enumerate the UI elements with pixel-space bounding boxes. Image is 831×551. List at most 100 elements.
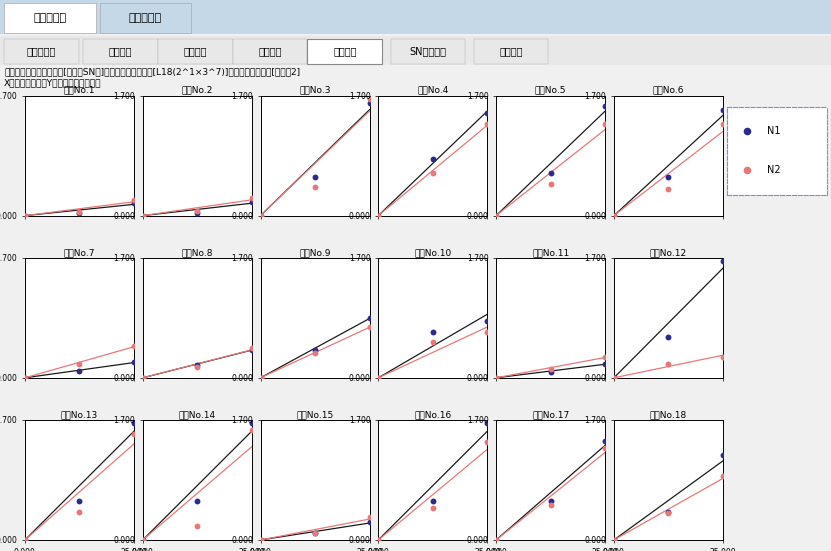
Point xyxy=(190,521,204,530)
Point xyxy=(245,344,258,353)
Title: 実験No.13: 実験No.13 xyxy=(61,410,98,419)
Point xyxy=(426,338,440,347)
Point xyxy=(190,208,204,217)
FancyBboxPatch shape xyxy=(4,3,96,33)
Point xyxy=(544,500,558,509)
Point xyxy=(598,359,612,368)
Point xyxy=(661,332,675,341)
Point xyxy=(371,536,385,544)
Point xyxy=(716,451,730,460)
Title: 実験No.2: 実験No.2 xyxy=(181,86,213,95)
Point xyxy=(489,374,503,382)
Point xyxy=(661,509,675,517)
Point xyxy=(489,211,503,220)
Point xyxy=(18,211,32,220)
Point xyxy=(363,314,376,322)
Point xyxy=(371,374,385,382)
Title: 実験No.7: 実験No.7 xyxy=(64,248,96,257)
FancyBboxPatch shape xyxy=(83,39,158,64)
Text: 制御因子: 制御因子 xyxy=(109,46,132,56)
Point xyxy=(136,211,150,220)
Point xyxy=(254,211,268,220)
Point xyxy=(544,180,558,188)
Point xyxy=(308,528,322,537)
Point xyxy=(598,444,612,452)
Point xyxy=(740,127,754,136)
Text: N2: N2 xyxy=(767,165,780,175)
Point xyxy=(363,513,376,522)
Point xyxy=(245,426,258,435)
Point xyxy=(245,345,258,354)
Point xyxy=(426,496,440,505)
Text: 計算過程: 計算過程 xyxy=(499,46,523,56)
Point xyxy=(544,169,558,177)
Point xyxy=(127,358,140,366)
Point xyxy=(245,193,258,202)
Point xyxy=(607,374,621,382)
FancyBboxPatch shape xyxy=(474,39,548,64)
Point xyxy=(426,155,440,164)
Point xyxy=(136,211,150,220)
Point xyxy=(716,120,730,128)
Point xyxy=(308,183,322,192)
Point xyxy=(661,172,675,181)
Point xyxy=(363,518,376,527)
Title: 実験No.16: 実験No.16 xyxy=(414,410,451,419)
Point xyxy=(363,98,376,107)
Point xyxy=(716,352,730,361)
Point xyxy=(18,374,32,382)
Title: 実験No.9: 実験No.9 xyxy=(299,248,331,257)
Point xyxy=(598,436,612,445)
Point xyxy=(190,361,204,370)
Title: 実験No.8: 実験No.8 xyxy=(181,248,213,257)
Point xyxy=(190,496,204,505)
Title: 実験No.1: 実験No.1 xyxy=(64,86,96,95)
Point xyxy=(18,536,32,544)
Point xyxy=(426,504,440,512)
Point xyxy=(73,366,86,375)
Point xyxy=(371,536,385,544)
Point xyxy=(661,359,675,368)
Point xyxy=(480,120,494,128)
Title: 実験No.4: 実験No.4 xyxy=(417,86,449,95)
Point xyxy=(308,349,322,358)
Point xyxy=(607,211,621,220)
Text: SN比・感度: SN比・感度 xyxy=(410,46,446,56)
Title: 実験No.17: 実験No.17 xyxy=(532,410,569,419)
Point xyxy=(127,198,140,207)
Point xyxy=(661,185,675,193)
Point xyxy=(480,438,494,447)
Point xyxy=(254,374,268,382)
FancyBboxPatch shape xyxy=(233,39,307,64)
Point xyxy=(598,352,612,361)
FancyBboxPatch shape xyxy=(158,39,233,64)
Point xyxy=(489,211,503,220)
Point xyxy=(73,359,86,368)
FancyBboxPatch shape xyxy=(100,3,191,33)
Point xyxy=(661,507,675,516)
Point xyxy=(371,374,385,382)
Point xyxy=(480,327,494,336)
Title: 実験No.12: 実験No.12 xyxy=(650,248,687,257)
FancyBboxPatch shape xyxy=(391,39,465,64)
Title: 実験No.5: 実験No.5 xyxy=(535,86,567,95)
Point xyxy=(308,172,322,181)
Point xyxy=(136,374,150,382)
Point xyxy=(480,109,494,117)
Point xyxy=(363,95,376,104)
Point xyxy=(18,536,32,544)
FancyBboxPatch shape xyxy=(0,0,831,34)
Point xyxy=(426,169,440,177)
Point xyxy=(127,430,140,439)
Point xyxy=(245,197,258,206)
Title: 実験No.18: 実験No.18 xyxy=(650,410,687,419)
Point xyxy=(716,257,730,266)
Point xyxy=(190,363,204,371)
Point xyxy=(740,166,754,175)
Text: 特性種類：ゼロ点比例式[田口のSN比]　内側計画：直交表[L18(2^1×3^7)]　誤差因子：調合[水準数2]: 特性種類：ゼロ点比例式[田口のSN比] 内側計画：直交表[L18(2^1×3^7… xyxy=(4,68,300,77)
Point xyxy=(607,211,621,220)
Point xyxy=(254,536,268,544)
Point xyxy=(363,322,376,331)
Title: 実験No.11: 実験No.11 xyxy=(532,248,569,257)
Point xyxy=(607,536,621,544)
